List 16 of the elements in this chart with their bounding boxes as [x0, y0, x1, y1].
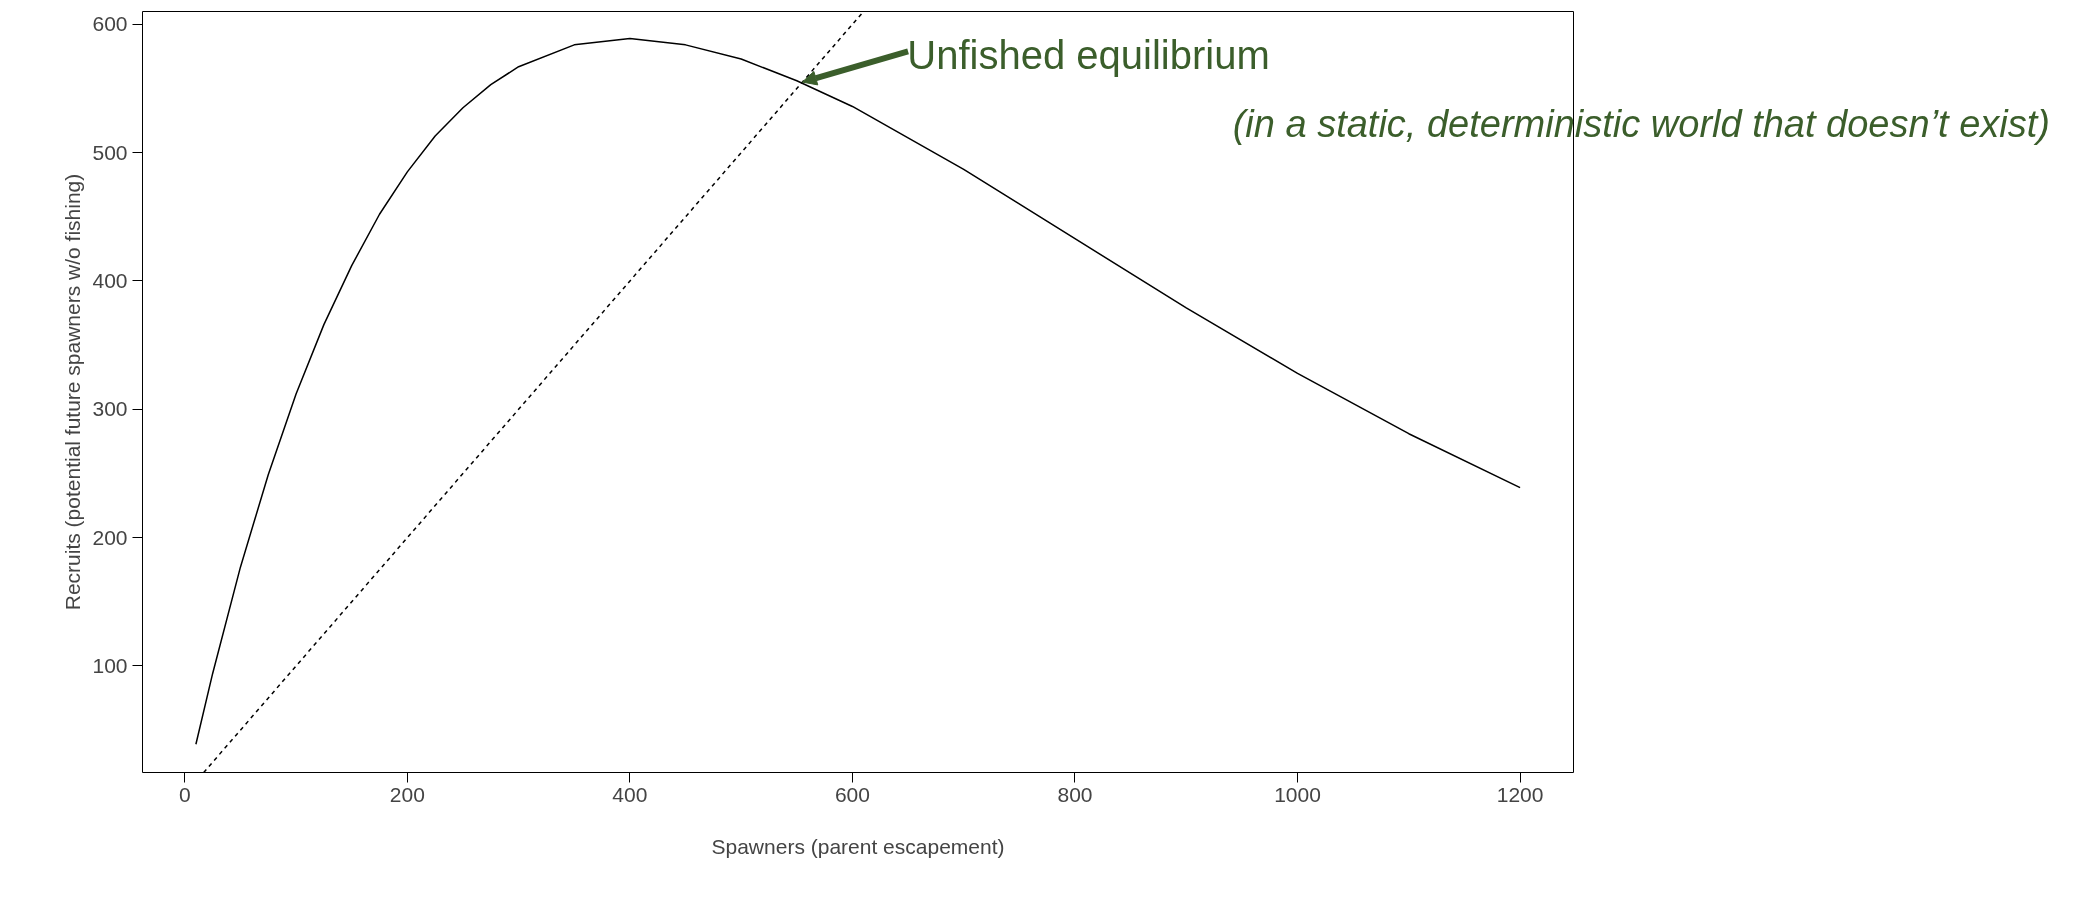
x-tick-label: 0: [178, 782, 191, 806]
x-tick-label: 1200: [1496, 782, 1544, 806]
y-tick-label: 300: [92, 397, 128, 421]
y-tick-label: 400: [92, 268, 128, 292]
y-tick-label: 200: [92, 525, 128, 549]
y-tick-label: 600: [92, 12, 128, 36]
x-tick-label: 200: [389, 782, 425, 806]
x-tick-label: 1000: [1274, 782, 1321, 806]
y-axis-title: Recruits (potential future spawners w/o fishing): [61, 173, 85, 611]
x-tick-label: 600: [834, 782, 870, 806]
x-tick-label: 400: [612, 782, 648, 806]
y-tick-label: 100: [92, 653, 128, 677]
y-tick-label: 500: [92, 140, 128, 164]
x-axis-title: Spawners (parent escapement): [711, 834, 1005, 858]
annotation: Unfished equilibrium: [907, 33, 1270, 78]
x-tick-label: 800: [1057, 782, 1093, 806]
